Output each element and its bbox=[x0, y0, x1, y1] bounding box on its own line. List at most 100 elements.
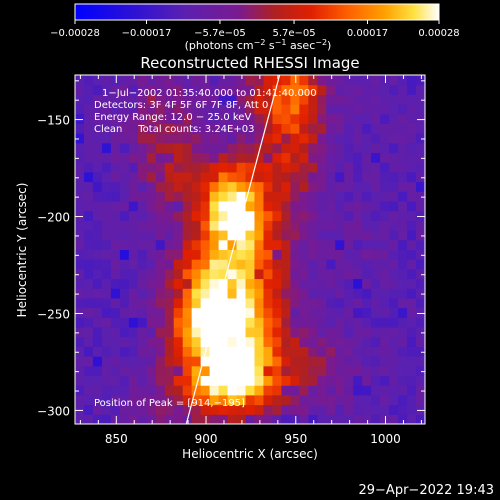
colorbar-tick-label: −0.00028 bbox=[50, 28, 100, 39]
heatmap-cell bbox=[182, 239, 193, 250]
heatmap-cell bbox=[146, 404, 157, 415]
heatmap-cell bbox=[101, 104, 112, 115]
heatmap-cell bbox=[407, 394, 417, 406]
heatmap-cell bbox=[75, 375, 85, 386]
heatmap-cell bbox=[236, 259, 247, 270]
heatmap-cell bbox=[146, 297, 157, 309]
heatmap-cell bbox=[83, 385, 94, 396]
heatmap-cell bbox=[155, 268, 166, 280]
heatmap-cell bbox=[164, 385, 175, 396]
heatmap-cell bbox=[101, 230, 112, 241]
heatmap-cell bbox=[146, 385, 157, 396]
heatmap-cell bbox=[75, 327, 85, 338]
heatmap-cell bbox=[173, 152, 184, 163]
heatmap-cell bbox=[344, 249, 354, 260]
heatmap-cell bbox=[209, 365, 220, 377]
heatmap-cell bbox=[209, 84, 220, 95]
heatmap-cell bbox=[335, 181, 345, 192]
heatmap-cell bbox=[110, 104, 121, 115]
heatmap-cell bbox=[416, 268, 425, 280]
heatmap-cell bbox=[272, 133, 282, 144]
heatmap-cell bbox=[110, 346, 121, 357]
heatmap-cell bbox=[272, 336, 282, 347]
heatmap-cell bbox=[191, 133, 202, 144]
heatmap-cell bbox=[119, 191, 130, 202]
heatmap-cell bbox=[191, 375, 202, 386]
heatmap-cell bbox=[344, 123, 354, 134]
heatmap-cell bbox=[263, 84, 273, 95]
heatmap-cell bbox=[236, 201, 247, 212]
heatmap-cell bbox=[137, 162, 148, 173]
heatmap-cell bbox=[128, 230, 139, 241]
heatmap-cell bbox=[335, 268, 345, 280]
heatmap-cell bbox=[119, 123, 130, 134]
heatmap-cell bbox=[209, 375, 220, 386]
heatmap-cell bbox=[110, 171, 121, 183]
heatmap-cell bbox=[398, 123, 408, 134]
heatmap-cell bbox=[164, 336, 175, 347]
heatmap-cell bbox=[137, 152, 148, 163]
heatmap-cell bbox=[281, 336, 291, 347]
heatmap-cell bbox=[119, 113, 130, 124]
heatmap-cell bbox=[371, 356, 381, 367]
heatmap-cell bbox=[137, 191, 148, 202]
heatmap-cell bbox=[272, 307, 282, 318]
heatmap-cell bbox=[317, 123, 327, 134]
heatmap-cell bbox=[137, 201, 148, 212]
heatmap-cell bbox=[281, 142, 291, 154]
heatmap-cell bbox=[146, 142, 157, 154]
colorbar-ticks: −0.00028 −0.00017 −5.7e−05 5.7e−05 0.00017 0.… bbox=[50, 20, 460, 39]
heatmap-cell bbox=[92, 278, 103, 289]
heatmap-cell bbox=[353, 394, 363, 406]
heatmap-cell bbox=[200, 249, 211, 260]
heatmap-cell bbox=[227, 210, 238, 221]
heatmap-cell bbox=[101, 220, 112, 231]
heatmap-cell bbox=[362, 259, 372, 270]
heatmap-cell bbox=[263, 152, 273, 163]
heatmap-cell bbox=[119, 327, 130, 338]
heatmap-cell bbox=[164, 210, 175, 221]
heatmap-cell bbox=[290, 133, 300, 144]
heatmap-cell bbox=[236, 297, 247, 309]
heatmap-cell bbox=[209, 297, 220, 309]
heatmap-cell bbox=[254, 288, 264, 299]
heatmap-cell bbox=[344, 171, 354, 183]
heatmap-cell bbox=[335, 104, 345, 115]
heatmap-cell bbox=[380, 375, 390, 386]
heatmap-cell bbox=[335, 346, 345, 357]
heatmap-cell bbox=[164, 171, 175, 183]
heatmap-cell bbox=[353, 249, 363, 260]
heatmap-cell bbox=[281, 181, 291, 192]
heatmap-cell bbox=[299, 375, 309, 386]
heatmap-cell bbox=[209, 259, 220, 270]
heatmap-cell bbox=[398, 162, 408, 173]
heatmap-cell bbox=[335, 133, 345, 144]
heatmap-cell bbox=[335, 404, 345, 415]
heatmap-cell bbox=[371, 84, 381, 95]
heatmap-cell bbox=[137, 210, 148, 221]
heatmap-cell bbox=[155, 113, 166, 124]
heatmap-cell bbox=[317, 152, 327, 163]
heatmap-cell bbox=[290, 104, 300, 115]
heatmap-cell bbox=[353, 191, 363, 202]
heatmap-cell bbox=[182, 84, 193, 95]
heatmap-cell bbox=[164, 317, 175, 328]
heatmap-cell bbox=[146, 288, 157, 299]
heatmap-cell bbox=[137, 404, 148, 415]
heatmap-cell bbox=[371, 181, 381, 192]
heatmap-cell bbox=[137, 84, 148, 95]
heatmap-cell bbox=[407, 133, 417, 144]
heatmap-cell bbox=[227, 84, 238, 95]
heatmap-cell bbox=[380, 268, 390, 280]
heatmap-cell bbox=[281, 201, 291, 212]
heatmap-cell bbox=[110, 365, 121, 377]
heatmap-cell bbox=[182, 133, 193, 144]
heatmap-cell bbox=[155, 162, 166, 173]
heatmap-cell bbox=[227, 336, 238, 347]
heatmap-cell bbox=[137, 356, 148, 367]
heatmap-cell bbox=[308, 307, 318, 318]
heatmap-cell bbox=[308, 220, 318, 231]
heatmap-cell bbox=[398, 317, 408, 328]
heatmap-cell bbox=[398, 220, 408, 231]
heatmap-cell bbox=[119, 268, 130, 280]
